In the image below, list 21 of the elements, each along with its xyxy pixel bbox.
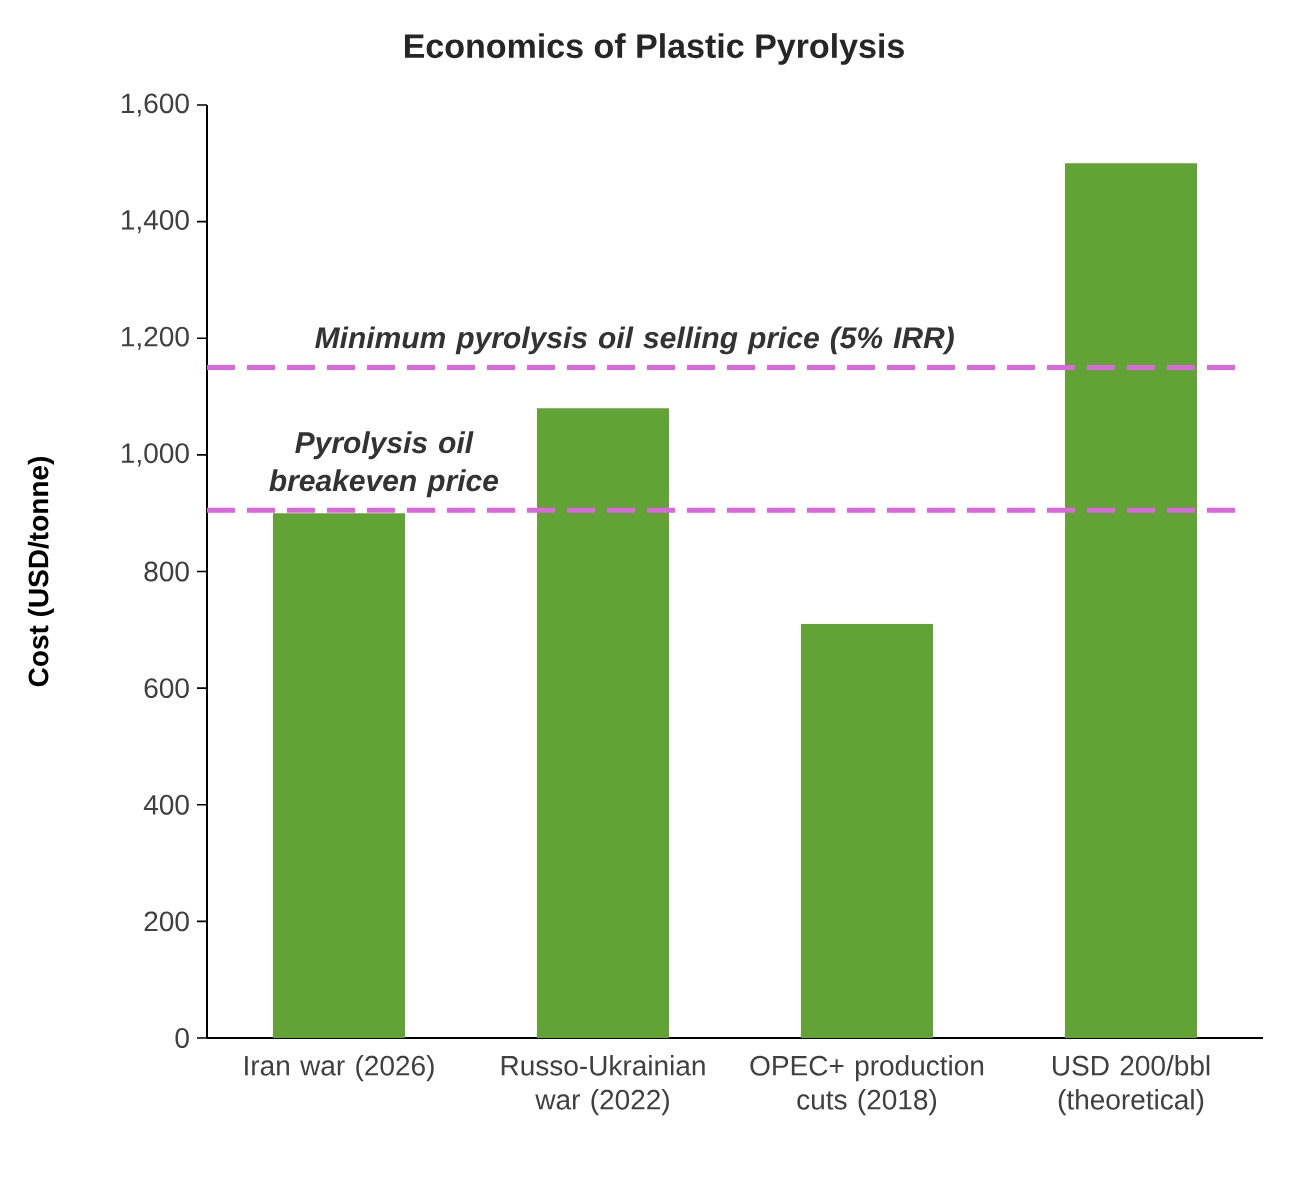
y-tick-label: 0 (175, 1028, 189, 1048)
y-tick-label: 800 (144, 561, 189, 582)
x-tick-label: USD 200/bbl (theoretical) (1053, 1055, 1210, 1116)
bar (801, 623, 934, 1038)
bar (537, 408, 670, 1038)
chart-title: Economics of Plastic Pyrolysis (404, 33, 904, 65)
y-axis-title: Cost (USD/tonne) (27, 457, 54, 687)
x-tick-label: Russo-Ukrainian war (2022) (501, 1055, 705, 1116)
y-tick-label: 200 (144, 911, 189, 932)
ref-line-label: Pyrolysis oil breakeven price (269, 431, 499, 498)
ref-line-label: Minimum pyrolysis oil selling price (5% IRR) (315, 326, 954, 355)
y-tick-label: 1,200 (122, 326, 189, 350)
bar (273, 513, 406, 1038)
bar (1065, 163, 1198, 1038)
y-tick-label: 1,000 (122, 443, 189, 467)
x-tick-label: Iran war (2026) (245, 1055, 434, 1082)
y-tick-label: 600 (144, 678, 189, 699)
y-tick-label: 400 (143, 794, 189, 815)
x-tick-label: OPEC+ production cuts (2018) (750, 1055, 984, 1116)
y-tick-label: 1,400 (122, 210, 189, 234)
y-tick-label: 1,600 (122, 93, 189, 117)
